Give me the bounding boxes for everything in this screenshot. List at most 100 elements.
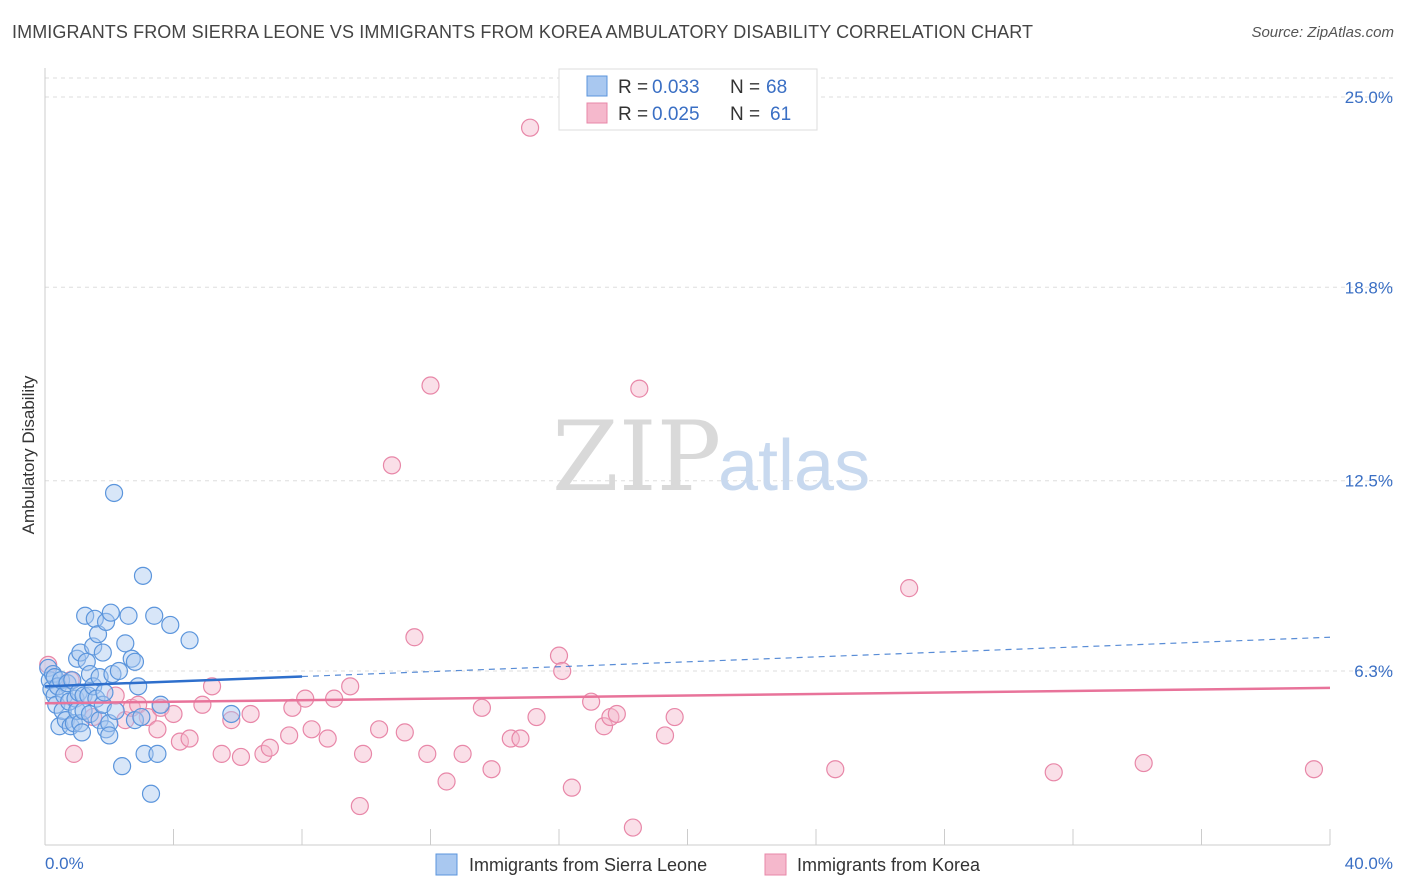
point-sierra-leone xyxy=(122,649,141,668)
legend-r-value-1: 0.033 xyxy=(652,77,700,98)
point-korea xyxy=(350,796,369,816)
point-sierra-leone xyxy=(145,606,164,625)
axis-layer: 6.3% 12.5% 18.8% 25.0% 0.0% 40.0% xyxy=(44,68,1393,873)
watermark-atlas: atlas xyxy=(718,426,870,506)
chart-title: IMMIGRANTS FROM SIERRA LEONE VS IMMIGRAN… xyxy=(12,22,1034,42)
point-sierra-leone xyxy=(80,704,100,724)
point-korea xyxy=(241,704,260,724)
point-korea xyxy=(562,778,581,797)
point-sierra-leone xyxy=(116,634,135,653)
point-korea xyxy=(655,726,675,745)
point-korea xyxy=(421,376,440,395)
point-korea xyxy=(453,744,472,763)
point-sierra-leone xyxy=(101,603,120,622)
y-tick-label: 18.8% xyxy=(1345,278,1393,297)
point-korea xyxy=(260,738,279,757)
point-korea xyxy=(231,747,251,767)
bottom-legend-label-korea: Immigrants from Korea xyxy=(797,855,981,875)
point-korea xyxy=(418,744,437,763)
point-korea xyxy=(280,726,299,745)
point-korea xyxy=(594,717,614,736)
point-korea xyxy=(501,729,520,748)
point-korea xyxy=(370,720,389,739)
point-korea xyxy=(437,772,456,791)
point-korea xyxy=(826,760,845,779)
point-korea xyxy=(222,711,241,730)
trend-line-korea xyxy=(44,686,1331,705)
point-sierra-leone xyxy=(129,677,148,696)
legend-r-label-1: R = xyxy=(618,77,648,98)
point-sierra-leone xyxy=(125,652,145,671)
point-korea xyxy=(202,677,222,696)
point-sierra-leone xyxy=(72,723,92,742)
point-sierra-leone xyxy=(109,661,128,681)
y-axis-label: Ambulatory Disability xyxy=(19,375,38,534)
point-sierra-leone xyxy=(151,695,170,714)
point-korea xyxy=(549,646,569,665)
point-korea xyxy=(1134,753,1153,773)
bottom-legend-label-sierra-leone: Immigrants from Sierra Leone xyxy=(469,855,707,875)
point-sierra-leone xyxy=(106,701,125,721)
point-korea xyxy=(405,628,424,647)
point-korea xyxy=(527,707,546,727)
point-sierra-leone xyxy=(222,704,241,724)
legend-swatch-sierra-leone xyxy=(586,75,608,97)
point-korea xyxy=(665,707,684,727)
point-sierra-leone xyxy=(112,757,132,776)
point-korea xyxy=(106,686,125,705)
point-korea xyxy=(318,729,337,748)
point-korea xyxy=(302,720,321,739)
point-sierra-leone xyxy=(148,744,167,763)
point-korea xyxy=(520,118,540,137)
trend-line-sierra-leone xyxy=(44,675,303,688)
y-tick-label: 25.0% xyxy=(1345,88,1393,107)
point-korea xyxy=(64,744,84,763)
point-korea xyxy=(900,579,919,598)
point-korea xyxy=(1304,760,1324,779)
watermark: ZIP atlas xyxy=(552,401,870,513)
point-sierra-leone xyxy=(135,744,154,763)
legend-n-value-2: 61 xyxy=(770,104,791,125)
point-sierra-leone xyxy=(93,643,112,662)
grid-layer xyxy=(45,77,1395,672)
point-korea xyxy=(353,744,373,763)
point-sierra-leone xyxy=(133,566,153,585)
point-sierra-leone xyxy=(100,726,119,745)
point-korea xyxy=(296,689,315,708)
point-sierra-leone xyxy=(119,606,138,625)
point-korea xyxy=(472,698,491,717)
point-sierra-leone xyxy=(161,615,180,635)
point-korea xyxy=(623,818,642,837)
y-tick-label: 12.5% xyxy=(1345,472,1393,491)
point-korea xyxy=(482,760,501,779)
top-legend: R = 0.033 N = 68 R = 0.025 N = 61 xyxy=(558,68,818,131)
point-korea xyxy=(1044,763,1063,782)
point-korea xyxy=(395,723,414,742)
point-korea xyxy=(212,744,231,763)
point-korea xyxy=(164,704,183,724)
x-tick-label-max: 40.0% xyxy=(1345,854,1393,873)
x-tick-label-min: 0.0% xyxy=(45,854,84,873)
bottom-legend-swatch-korea xyxy=(764,853,787,876)
legend-r-value-2: 0.025 xyxy=(652,104,700,125)
y-tick-label: 6.3% xyxy=(1354,662,1393,681)
point-sierra-leone xyxy=(85,609,104,628)
legend-n-value-1: 68 xyxy=(766,77,787,98)
point-korea xyxy=(511,729,530,748)
point-sierra-leone xyxy=(104,483,124,503)
point-sierra-leone xyxy=(96,612,116,631)
chart-source: Source: ZipAtlas.com xyxy=(1251,24,1394,41)
point-sierra-leone xyxy=(95,683,114,702)
series-sierra-leone-points xyxy=(39,483,241,803)
series-korea-points xyxy=(39,118,1324,837)
point-sierra-leone xyxy=(141,784,161,803)
legend-n-label-1: N = xyxy=(730,77,760,98)
point-korea xyxy=(193,695,212,714)
trend-layer xyxy=(44,636,1331,705)
point-korea xyxy=(148,720,167,739)
bottom-legend-swatch-sierra-leone xyxy=(435,853,458,876)
point-korea xyxy=(630,379,649,398)
point-sierra-leone xyxy=(180,631,199,650)
bottom-legend: Immigrants from Sierra Leone Immigrants … xyxy=(435,853,981,876)
